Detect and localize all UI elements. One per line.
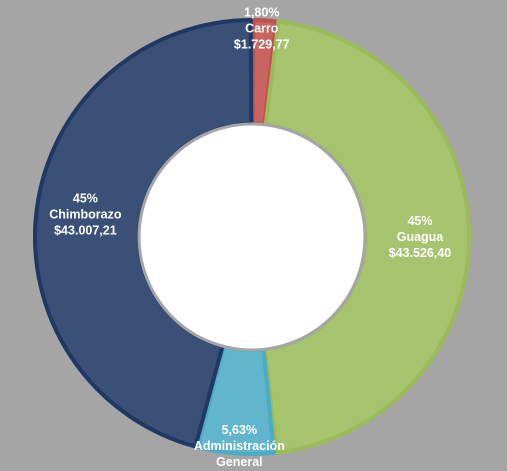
percent-label: 45% bbox=[73, 192, 98, 206]
name-label: General bbox=[216, 455, 263, 469]
value-label: $43.007,21 bbox=[54, 224, 117, 238]
data-label-chimborazo: 45% Chimborazo $43.007,21 bbox=[49, 192, 122, 238]
value-label: $43.526,40 bbox=[389, 246, 452, 260]
name-label: Chimborazo bbox=[49, 208, 122, 222]
data-label-carro: 1,80% Carro $1.729,77 bbox=[234, 6, 290, 52]
percent-label: 45% bbox=[407, 214, 432, 228]
value-label: $1.729,77 bbox=[234, 38, 290, 52]
percent-label: 5,63% bbox=[222, 423, 257, 437]
data-label-guagua: 45% Guagua $43.526,40 bbox=[389, 214, 452, 260]
name-label: Administración bbox=[194, 439, 285, 453]
name-label: Carro bbox=[245, 22, 279, 36]
name-label: Guagua bbox=[397, 230, 445, 244]
doughnut-hole bbox=[137, 122, 367, 352]
labels-group: 1,80% Carro $1.729,77 45% Guagua $43.526,40 5,… bbox=[49, 6, 451, 471]
percent-label: 1,80% bbox=[244, 6, 279, 20]
